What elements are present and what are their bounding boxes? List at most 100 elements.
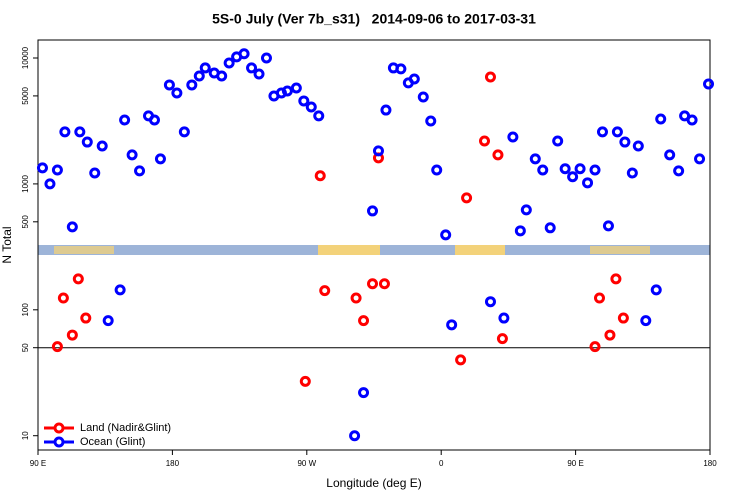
point	[446, 319, 458, 331]
point	[148, 114, 160, 126]
point	[81, 136, 93, 148]
point	[431, 164, 443, 176]
point	[372, 145, 384, 157]
point	[589, 164, 601, 176]
point	[567, 171, 579, 183]
point	[574, 163, 586, 175]
point	[298, 95, 310, 107]
point	[655, 113, 667, 125]
chart-title: 5S-0 July (Ver 7b_s31) 2014-09-06 to 201…	[212, 11, 536, 27]
point	[593, 292, 605, 304]
point	[193, 70, 205, 82]
point	[498, 312, 510, 324]
point	[537, 164, 549, 176]
x-tick-label: 90 E	[30, 459, 46, 468]
x-tick-label: 0	[439, 459, 444, 468]
point	[514, 225, 526, 237]
point	[703, 78, 715, 90]
point	[299, 375, 311, 387]
point	[114, 284, 126, 296]
point	[186, 79, 198, 91]
land-patch	[54, 246, 114, 254]
point	[589, 341, 601, 353]
point	[520, 204, 532, 216]
x-tick-label: 180	[703, 459, 717, 468]
x-tick-label: 180	[166, 459, 180, 468]
point	[36, 162, 48, 174]
point	[610, 273, 622, 285]
point	[96, 140, 108, 152]
point	[694, 153, 706, 165]
point	[408, 73, 420, 85]
point	[492, 149, 504, 161]
point	[216, 70, 228, 82]
point	[72, 273, 84, 285]
legend-marker	[53, 422, 65, 434]
point	[51, 164, 63, 176]
point	[425, 115, 437, 127]
legend-label: Ocean (Glint)	[80, 436, 145, 448]
y-axis-label: N Total	[0, 226, 14, 263]
plot-frame	[37, 39, 711, 451]
point	[559, 163, 571, 175]
land-patch	[455, 245, 505, 255]
point	[626, 167, 638, 179]
point	[89, 167, 101, 179]
point	[455, 354, 467, 366]
point	[686, 114, 698, 126]
point	[350, 292, 362, 304]
point	[260, 52, 272, 64]
point	[51, 341, 63, 353]
map-strip	[38, 245, 710, 255]
point	[319, 285, 331, 297]
point	[313, 110, 325, 122]
point	[640, 315, 652, 327]
point	[163, 79, 175, 91]
point	[582, 177, 594, 189]
land-patch	[318, 245, 380, 255]
point	[59, 126, 71, 138]
point	[602, 220, 614, 232]
point	[253, 68, 265, 80]
point	[238, 48, 250, 60]
point	[484, 71, 496, 83]
y-tick-label: 100	[21, 303, 30, 317]
point	[378, 278, 390, 290]
point	[102, 315, 114, 327]
point	[507, 131, 519, 143]
y-tick-label: 50	[21, 343, 30, 352]
land-patch	[590, 246, 650, 254]
point	[604, 329, 616, 341]
x-axis-label: Longitude (deg E)	[326, 476, 421, 490]
point	[178, 126, 190, 138]
point	[380, 104, 392, 116]
point	[461, 192, 473, 204]
point	[673, 165, 685, 177]
point	[367, 278, 379, 290]
point	[44, 178, 56, 190]
point	[664, 149, 676, 161]
point	[484, 296, 496, 308]
point	[57, 292, 69, 304]
point	[479, 135, 491, 147]
point	[596, 126, 608, 138]
point	[171, 87, 183, 99]
point	[611, 126, 623, 138]
point	[199, 62, 211, 74]
y-tick-label: 500	[21, 215, 30, 229]
point	[80, 312, 92, 324]
y-tick-label: 10	[21, 431, 30, 440]
point	[305, 101, 317, 113]
point	[134, 165, 146, 177]
point	[440, 229, 452, 241]
point	[358, 387, 370, 399]
point	[544, 222, 556, 234]
point	[66, 329, 78, 341]
point	[74, 126, 86, 138]
point	[552, 135, 564, 147]
point	[529, 153, 541, 165]
point	[246, 62, 258, 74]
point	[367, 205, 379, 217]
point	[358, 315, 370, 327]
